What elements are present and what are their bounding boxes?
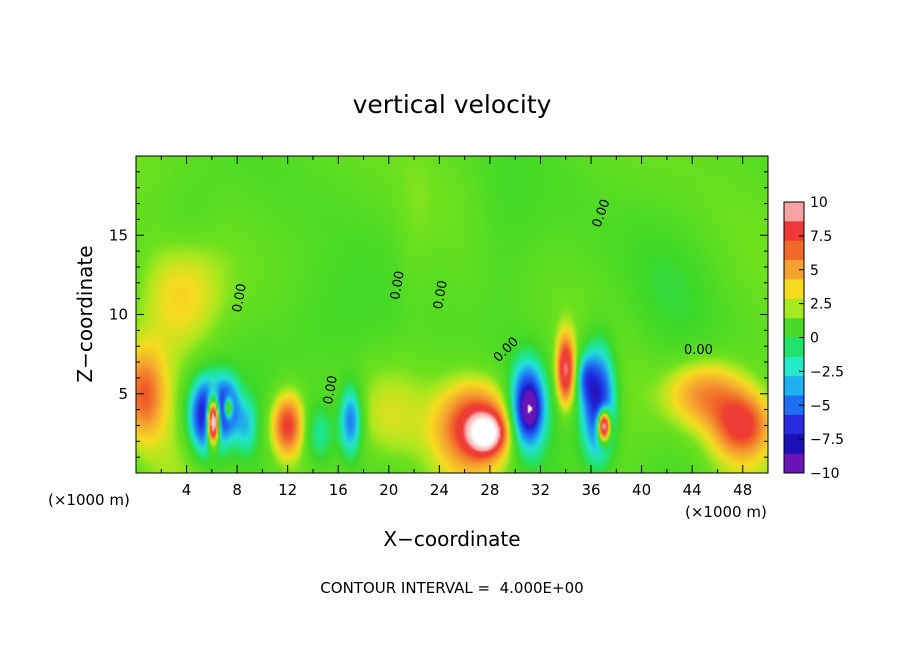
colorbar-tick-label: −10 — [810, 466, 840, 482]
contour-label: 0.00 — [230, 282, 250, 313]
colorbar-swatch — [784, 356, 804, 377]
colorbar-swatch — [784, 395, 804, 416]
x-tick-label: 36 — [581, 481, 600, 499]
velocity-heatmap — [136, 156, 768, 473]
colorbar-tick-label: −2.5 — [810, 364, 844, 380]
colorbar-tick-label: 2.5 — [810, 297, 832, 313]
colorbar-swatch — [784, 318, 804, 338]
y-tick-label: 5 — [118, 385, 128, 403]
colorbar-swatch — [784, 453, 804, 474]
x-tick-label: 44 — [683, 481, 702, 499]
colorbar-swatch — [784, 414, 804, 435]
chart-title: vertical velocity — [353, 90, 552, 119]
x-tick-label: 32 — [531, 481, 550, 499]
y-tick-label: 10 — [109, 306, 128, 324]
x-tick-label: 4 — [182, 481, 192, 499]
colorbar-swatch — [784, 434, 804, 455]
x-tick-label: 28 — [480, 481, 499, 499]
x-axis: 4 8 12 16 20 24 28 32 36 40 44 48 — [160, 156, 752, 499]
x-tick-label: 20 — [379, 481, 398, 499]
colorbar-swatch — [784, 221, 804, 242]
colorbar-tick-label: 5 — [810, 263, 819, 279]
contour-label: 0.00 — [321, 374, 341, 405]
colorbar-swatch — [784, 298, 804, 319]
contour-label: 0.00 — [431, 279, 451, 310]
x-tick-label: 12 — [278, 481, 297, 499]
colorbar-swatch — [784, 337, 804, 358]
y-tick-label: 15 — [109, 226, 128, 244]
colorbar-tick-label: −7.5 — [810, 432, 844, 448]
colorbar-swatch — [784, 279, 804, 300]
plot-area: 0.000.000.00 0.000.000.000.00 — [135, 155, 769, 474]
x-tick-label: 48 — [733, 481, 752, 499]
contour-label: 0.00 — [388, 270, 408, 301]
y-axis-label: Z−coordinate — [73, 245, 97, 382]
x-tick-label: 40 — [632, 481, 651, 499]
x-axis-label: X−coordinate — [383, 527, 520, 551]
colorbar-tick-label: −5 — [810, 398, 831, 414]
x-unit-label-left: (×1000 m) — [48, 491, 130, 509]
contour-label: 0.00 — [684, 343, 713, 358]
x-unit-label-right: (×1000 m) — [685, 503, 767, 521]
colorbar-swatch — [784, 260, 804, 280]
colorbar-swatch — [784, 376, 804, 397]
x-tick-label: 24 — [430, 481, 449, 499]
x-tick-label: 16 — [329, 481, 348, 499]
colorbar: 10 7.5 5 2.5 0 −2.5 −5 −7.5 −10 — [783, 195, 844, 482]
colorbar-tick-label: 10 — [810, 195, 828, 211]
x-tick-label: 8 — [232, 481, 242, 499]
colorbar-swatch — [784, 202, 804, 222]
colorbar-tick-label: 0 — [810, 331, 819, 347]
colorbar-tick-label: 7.5 — [810, 229, 832, 245]
y-axis: 5 10 15 — [109, 171, 768, 458]
colorbar-swatch — [784, 240, 804, 261]
contour-interval-text: CONTOUR INTERVAL = 4.000E+00 — [320, 579, 583, 597]
